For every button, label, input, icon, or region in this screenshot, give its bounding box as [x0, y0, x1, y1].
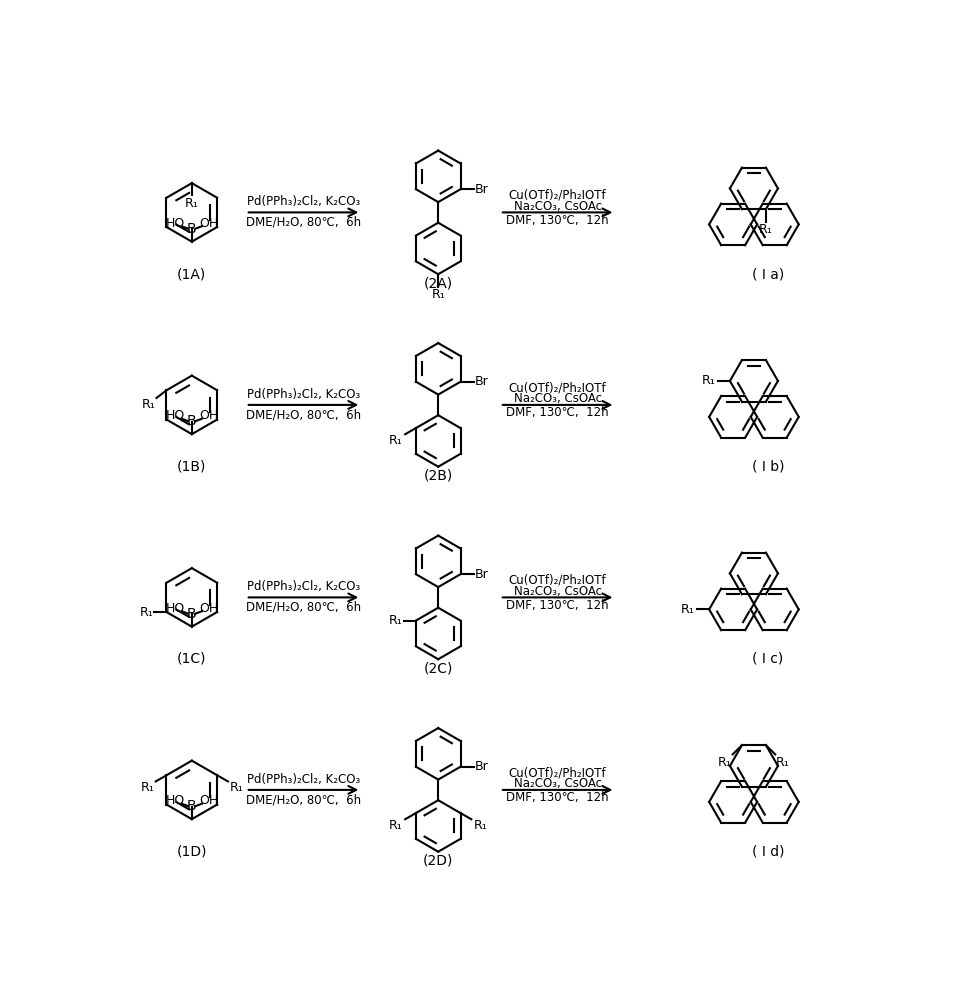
Text: Na₂CO₃, CsOAc: Na₂CO₃, CsOAc	[513, 200, 602, 213]
Text: R₁: R₁	[185, 197, 199, 210]
Text: R₁: R₁	[718, 756, 732, 769]
Text: ( Ⅰ b): ( Ⅰ b)	[752, 460, 784, 474]
Text: (2B): (2B)	[424, 469, 453, 483]
Text: R₁: R₁	[702, 374, 715, 387]
Text: ( Ⅰ c): ( Ⅰ c)	[752, 652, 783, 666]
Text: ( Ⅰ d): ( Ⅰ d)	[752, 844, 784, 858]
Text: OH: OH	[199, 217, 218, 230]
Text: Na₂CO₃, CsOAc: Na₂CO₃, CsOAc	[513, 777, 602, 790]
Text: R₁: R₁	[140, 781, 154, 794]
Text: Pd(PPh₃)₂Cl₂, K₂CO₃: Pd(PPh₃)₂Cl₂, K₂CO₃	[247, 195, 360, 208]
Text: Cu(OTf)₂/Ph₂IOTf: Cu(OTf)₂/Ph₂IOTf	[508, 381, 606, 394]
Text: B: B	[187, 607, 197, 621]
Text: (1D): (1D)	[177, 844, 207, 858]
Text: R₁: R₁	[230, 781, 243, 794]
Text: DME/H₂O, 80℃,  6h: DME/H₂O, 80℃, 6h	[246, 216, 361, 229]
Text: ( Ⅰ a): ( Ⅰ a)	[752, 267, 784, 281]
Text: DME/H₂O, 80℃,  6h: DME/H₂O, 80℃, 6h	[246, 408, 361, 421]
Text: R₁: R₁	[680, 603, 695, 616]
Text: Cu(OTf)₂/Ph₂IOTf: Cu(OTf)₂/Ph₂IOTf	[508, 766, 606, 779]
Text: (2A): (2A)	[424, 276, 453, 290]
Text: DME/H₂O, 80℃,  6h: DME/H₂O, 80℃, 6h	[246, 793, 361, 806]
Text: Pd(PPh₃)₂Cl₂, K₂CO₃: Pd(PPh₃)₂Cl₂, K₂CO₃	[247, 388, 360, 401]
Text: HO: HO	[165, 217, 185, 230]
Text: R₁: R₁	[389, 434, 403, 447]
Text: HO: HO	[165, 409, 185, 422]
Text: Pd(PPh₃)₂Cl₂, K₂CO₃: Pd(PPh₃)₂Cl₂, K₂CO₃	[247, 773, 360, 786]
Text: Br: Br	[475, 375, 488, 388]
Text: R₁: R₁	[389, 819, 403, 832]
Text: Cu(OTf)₂/Ph₂IOTf: Cu(OTf)₂/Ph₂IOTf	[508, 574, 606, 587]
Text: Br: Br	[475, 183, 488, 196]
Text: Br: Br	[475, 568, 488, 581]
Text: DMF, 130℃,  12h: DMF, 130℃, 12h	[506, 791, 609, 804]
Text: B: B	[187, 414, 197, 428]
Text: (1B): (1B)	[177, 460, 207, 474]
Text: R₁: R₁	[431, 288, 445, 301]
Text: DMF, 130℃,  12h: DMF, 130℃, 12h	[506, 406, 609, 419]
Text: R₁: R₁	[776, 756, 790, 769]
Text: DMF, 130℃,  12h: DMF, 130℃, 12h	[506, 599, 609, 612]
Text: R₁: R₁	[474, 819, 487, 832]
Text: HO: HO	[165, 794, 185, 807]
Text: (1C): (1C)	[177, 652, 207, 666]
Text: (2C): (2C)	[424, 661, 453, 675]
Text: R₁: R₁	[142, 398, 156, 411]
Text: DME/H₂O, 80℃,  6h: DME/H₂O, 80℃, 6h	[246, 601, 361, 614]
Text: Cu(OTf)₂/Ph₂IOTf: Cu(OTf)₂/Ph₂IOTf	[508, 189, 606, 202]
Text: (2D): (2D)	[423, 854, 454, 868]
Text: OH: OH	[199, 602, 218, 615]
Text: HO: HO	[165, 602, 185, 615]
Text: OH: OH	[199, 409, 218, 422]
Text: DMF, 130℃,  12h: DMF, 130℃, 12h	[506, 214, 609, 227]
Text: B: B	[187, 222, 197, 236]
Text: Pd(PPh₃)₂Cl₂, K₂CO₃: Pd(PPh₃)₂Cl₂, K₂CO₃	[247, 580, 360, 593]
Text: B: B	[187, 799, 197, 813]
Text: Na₂CO₃, CsOAc: Na₂CO₃, CsOAc	[513, 392, 602, 405]
Text: R₁: R₁	[139, 606, 154, 619]
Text: Br: Br	[475, 760, 488, 773]
Text: OH: OH	[199, 794, 218, 807]
Text: R₁: R₁	[388, 614, 402, 627]
Text: R₁: R₁	[759, 223, 773, 236]
Text: (1A): (1A)	[177, 267, 207, 281]
Text: Na₂CO₃, CsOAc: Na₂CO₃, CsOAc	[513, 585, 602, 598]
